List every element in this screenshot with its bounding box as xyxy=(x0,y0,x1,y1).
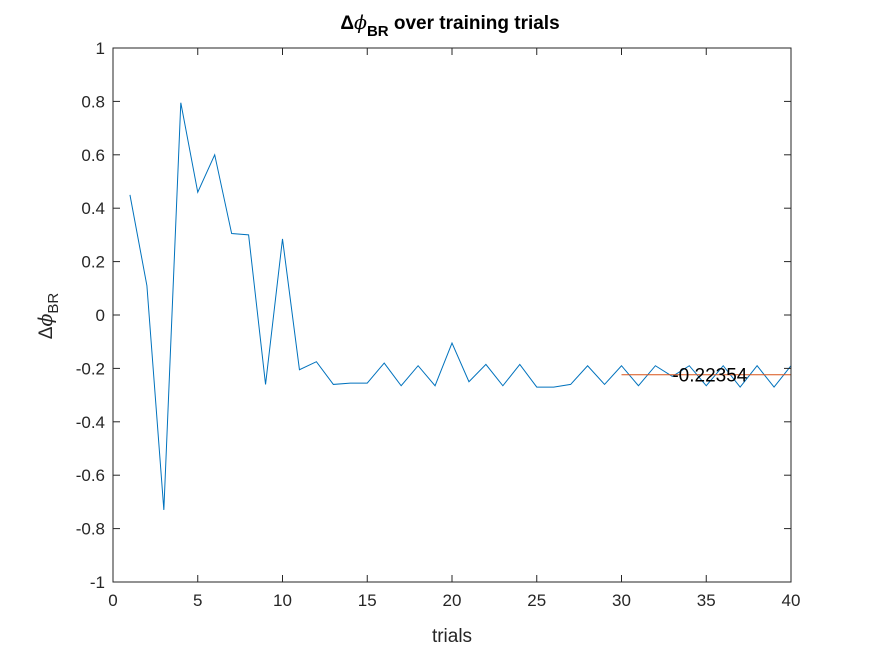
x-tick-label: 40 xyxy=(782,591,801,610)
x-tick-label: 15 xyxy=(358,591,377,610)
y-tick-label: 1 xyxy=(96,39,105,58)
y-tick-label: -0.8 xyxy=(76,520,105,539)
x-tick-label: 0 xyxy=(108,591,117,610)
x-tick-label: 25 xyxy=(527,591,546,610)
y-tick-label: -0.2 xyxy=(76,359,105,378)
title-phi: ϕ xyxy=(354,12,367,34)
y-tick-label: -0.4 xyxy=(76,413,105,432)
x-axis-label: trials xyxy=(432,626,472,647)
ticks-layer: 0 5 10 15 20 25 30 35 40 -1 -0.8 -0.6 -0.4 -0.2 0 0.2 0.… xyxy=(76,39,801,610)
title-delta: Δ xyxy=(340,13,354,34)
series-layer xyxy=(129,102,792,510)
x-tick-label: 10 xyxy=(273,591,292,610)
y-tick-label: 0 xyxy=(96,306,105,325)
plot-area xyxy=(113,48,791,582)
title-subscript: BR xyxy=(367,23,389,40)
x-tick-label: 20 xyxy=(443,591,462,610)
y-tick-label: 0.6 xyxy=(81,146,105,165)
x-tick-label: 30 xyxy=(612,591,631,610)
y-tick-label: -0.6 xyxy=(76,466,105,485)
y-tick-label: 0.8 xyxy=(81,92,105,111)
ylabel-delta: Δ xyxy=(36,326,57,339)
y-axis-label: ΔϕBR xyxy=(35,293,62,340)
chart-title: ΔϕBR over training trials xyxy=(340,12,559,40)
x-tick-label: 5 xyxy=(193,591,202,610)
y-tick-label: -1 xyxy=(90,573,105,592)
x-tick-label: 35 xyxy=(697,591,716,610)
title-suffix: over training trials xyxy=(389,13,560,34)
plot-background xyxy=(113,48,791,582)
ylabel-phi: ϕ xyxy=(35,314,57,327)
annotation-layer: -0.22354 xyxy=(672,366,747,387)
y-tick-label: 0.2 xyxy=(81,253,105,272)
mean-value-annotation: -0.22354 xyxy=(672,366,747,387)
ylabel-subscript: BR xyxy=(45,293,62,314)
y-tick-label: 0.4 xyxy=(81,199,105,218)
series-line-delta-phi xyxy=(129,102,792,510)
